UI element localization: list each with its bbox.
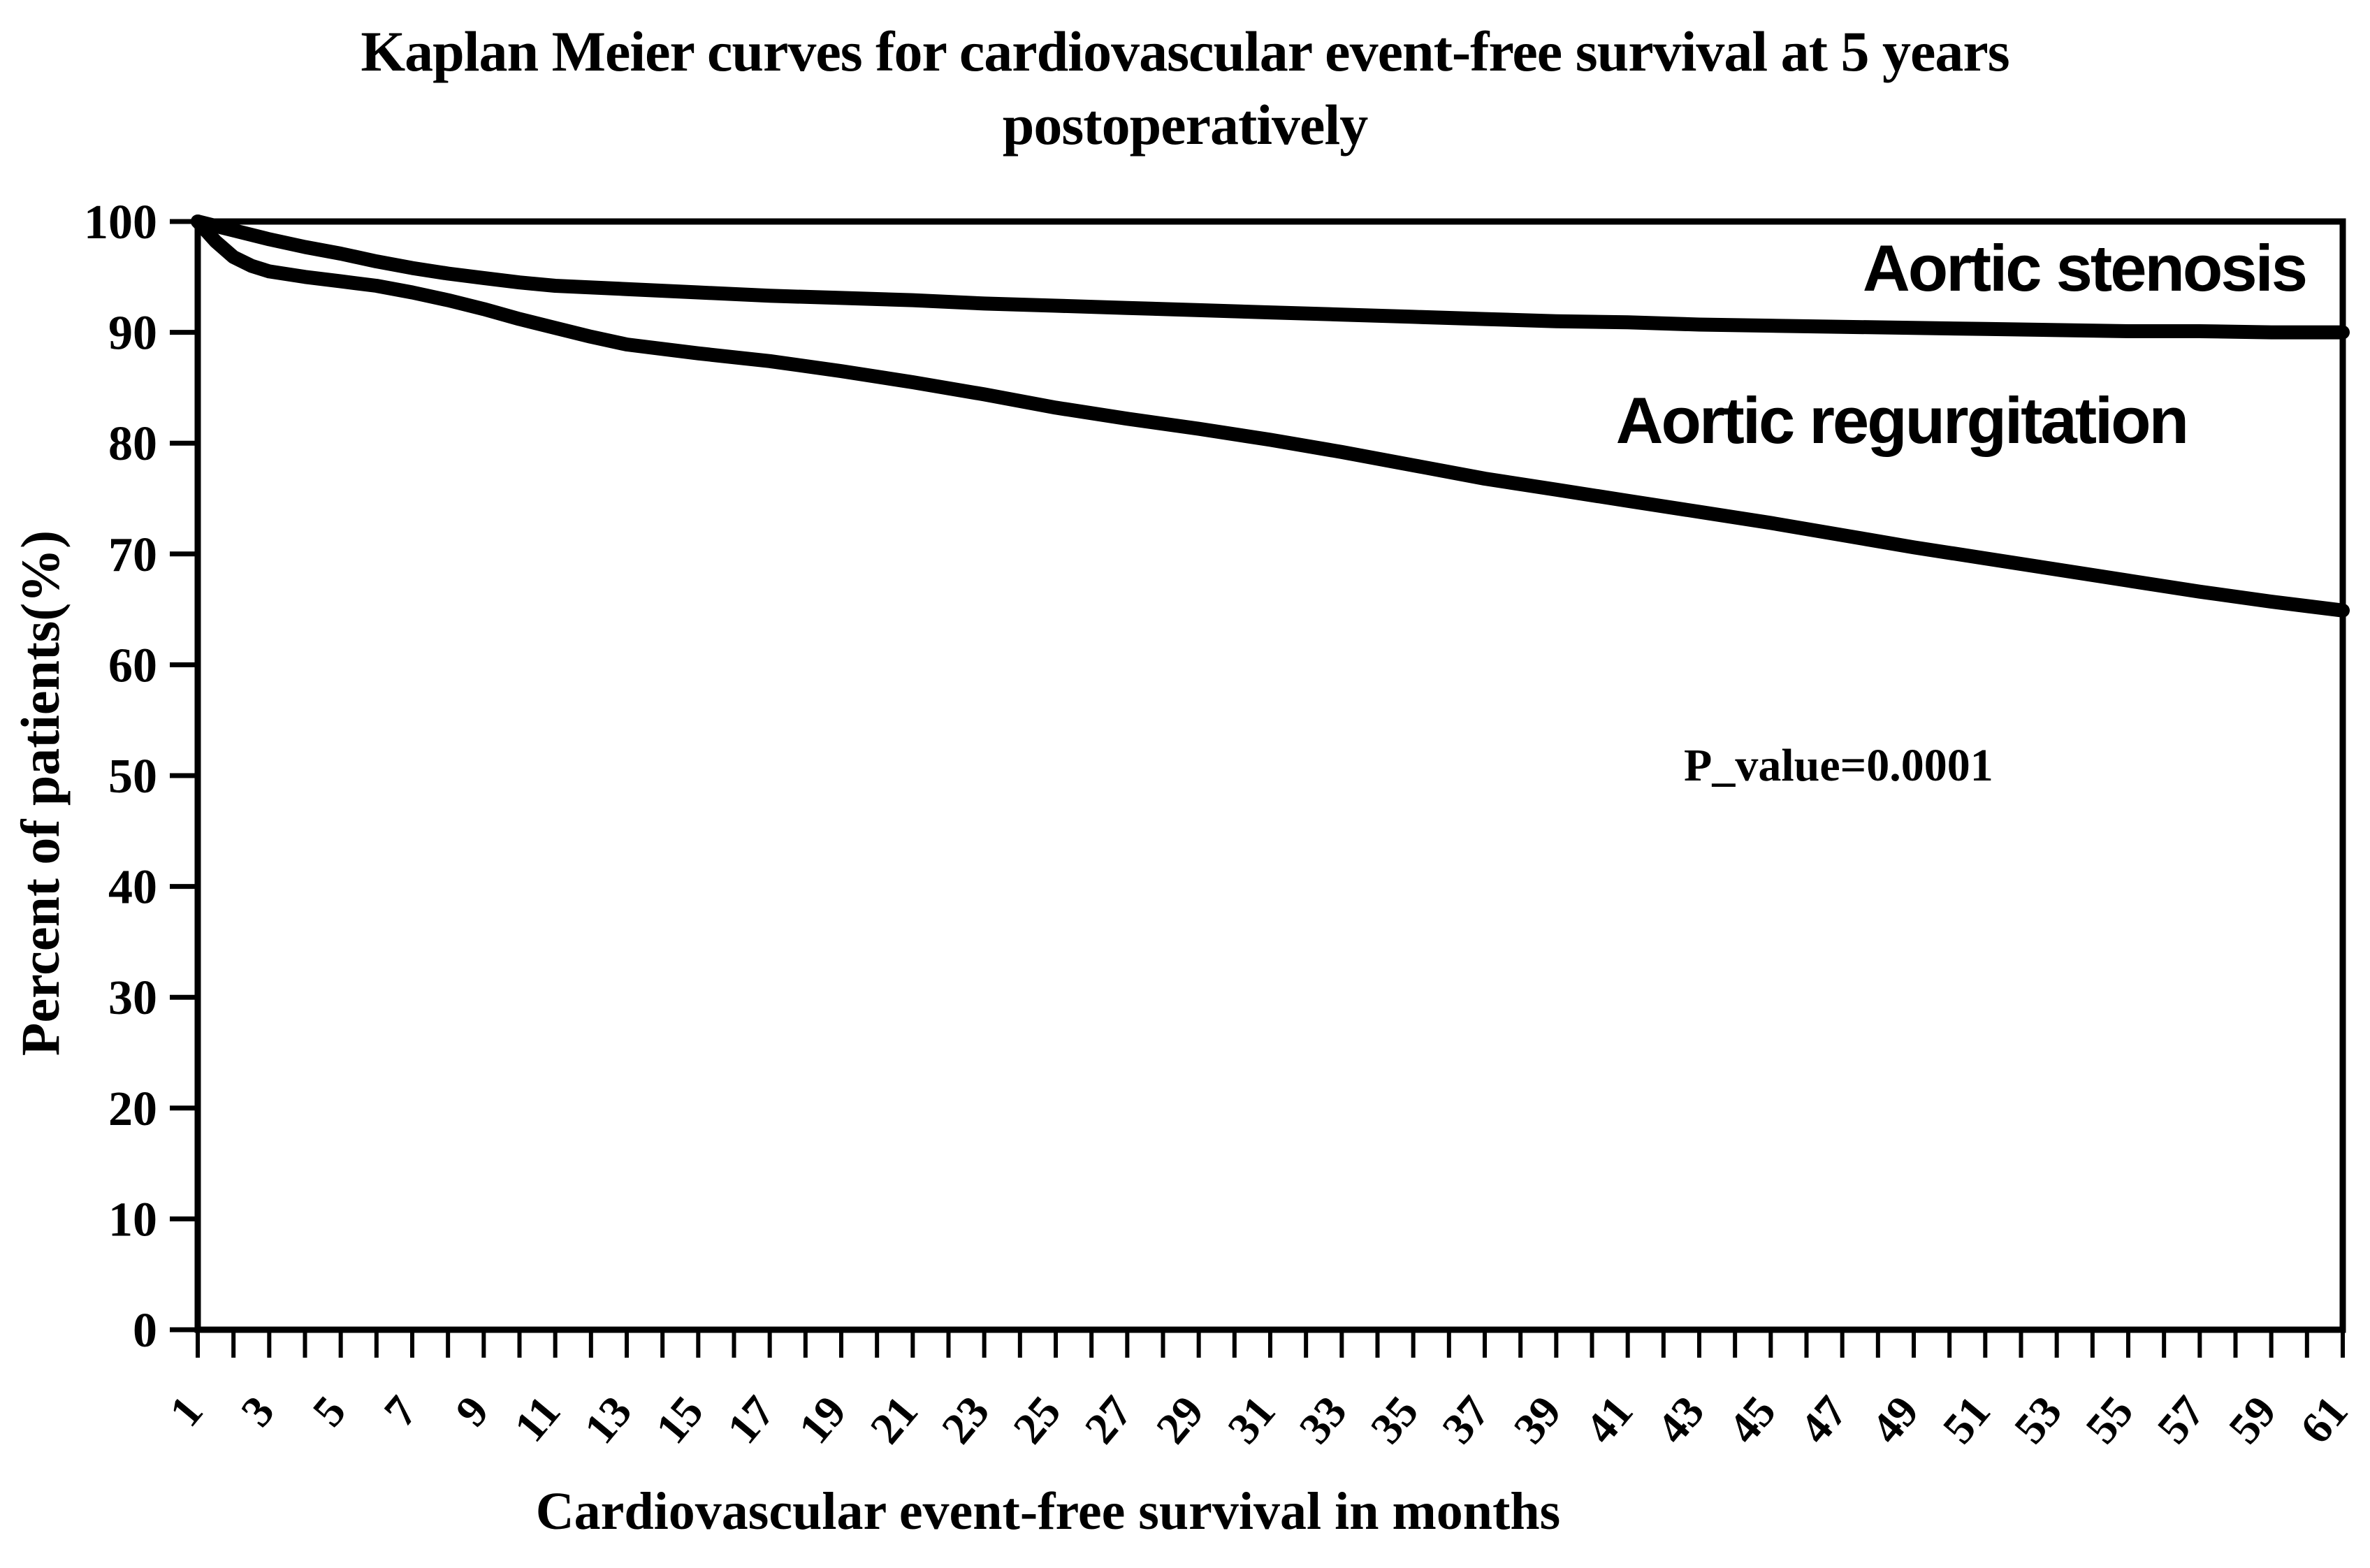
y-tick-label: 30 (108, 971, 157, 1025)
y-tick-label: 90 (108, 307, 157, 361)
y-tick-label: 40 (108, 861, 157, 915)
x-tick-label: 25 (1003, 1386, 1070, 1453)
x-tick-label: 15 (646, 1386, 713, 1453)
chart-title: Kaplan Meier curves for cardiovascular e… (137, 15, 2233, 162)
x-tick-label: 27 (1075, 1386, 1142, 1453)
y-tick-label: 80 (108, 417, 157, 471)
x-tick-label: 29 (1147, 1386, 1214, 1453)
x-tick-label: 51 (1933, 1386, 2000, 1453)
x-tick-label: 23 (932, 1386, 999, 1453)
x-tick-label: 57 (2148, 1386, 2215, 1453)
x-tick-label: 21 (861, 1386, 928, 1453)
x-tick-label: 61 (2290, 1386, 2357, 1453)
curve-aortic-stenosis (191, 215, 2350, 340)
x-tick-label: 41 (1576, 1386, 1643, 1453)
x-tick-label: 7 (375, 1386, 427, 1435)
x-tick-label: 43 (1647, 1386, 1714, 1453)
x-tick-label: 5 (303, 1386, 355, 1435)
p-value-annotation: P_value=0.0001 (1684, 740, 1993, 791)
x-tick-label: 9 (446, 1386, 498, 1435)
x-axis-title: Cardiovascular event-free survival in mo… (535, 1482, 1561, 1541)
x-tick-label: 35 (1361, 1386, 1428, 1453)
x-tick-label: 19 (789, 1386, 856, 1453)
x-tick-label: 17 (718, 1386, 785, 1453)
x-tick-label: 31 (1218, 1386, 1285, 1453)
x-tick-label: 59 (2219, 1386, 2286, 1453)
y-tick-label: 60 (108, 639, 157, 692)
y-tick-label: 100 (84, 196, 157, 249)
x-tick-label: 49 (1861, 1386, 1928, 1453)
y-tick-label: 20 (108, 1082, 157, 1136)
x-tick-label: 53 (2005, 1386, 2072, 1453)
chart-title-line1: Kaplan Meier curves for cardiovascular e… (361, 20, 2009, 83)
x-tick-label: 11 (504, 1386, 569, 1451)
curve-aortic-regurgitation (191, 215, 2350, 618)
stenosis-curve-label: Aortic stenosis (1862, 231, 2308, 305)
x-tick-label: 33 (1290, 1386, 1357, 1453)
x-tick-label: 13 (574, 1386, 641, 1453)
chart-title-line2: postoperatively (1002, 92, 1368, 157)
x-tick-label: 3 (231, 1386, 284, 1435)
y-tick-label: 50 (108, 750, 157, 804)
regurgitation-curve-label: Aortic regurgitation (1615, 384, 2189, 457)
x-tick-label: 45 (1719, 1386, 1786, 1453)
x-tick-label: 47 (1790, 1386, 1857, 1453)
x-tick-label: 39 (1504, 1386, 1571, 1453)
y-tick-label: 70 (108, 528, 157, 582)
x-tick-label: 55 (2076, 1386, 2143, 1453)
y-tick-label: 10 (108, 1193, 157, 1247)
x-tick-label: 37 (1432, 1386, 1499, 1453)
y-tick-label: 0 (133, 1304, 157, 1358)
x-tick-label: 1 (160, 1386, 212, 1435)
